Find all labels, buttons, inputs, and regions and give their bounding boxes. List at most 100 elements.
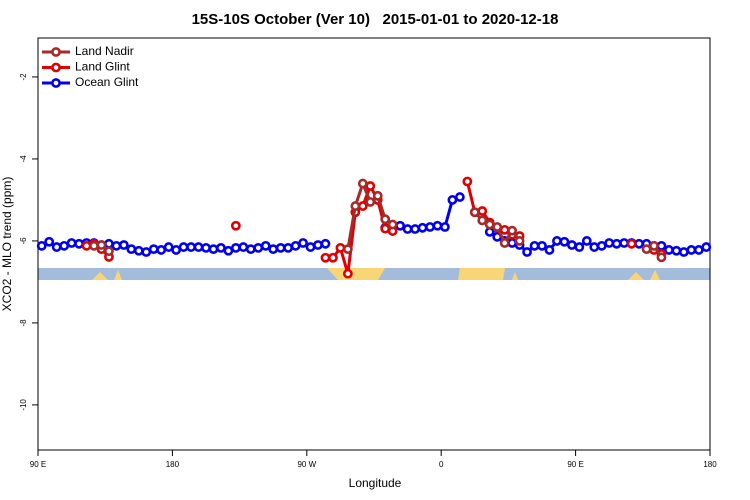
y-axis-label: XCO2 - MLO trend (ppm) — [0, 177, 14, 312]
point — [529, 240, 540, 251]
point — [477, 215, 488, 226]
point — [201, 242, 211, 253]
point — [469, 207, 480, 218]
point — [89, 240, 99, 251]
point — [499, 224, 510, 235]
point — [96, 240, 107, 250]
map-strip — [38, 268, 710, 280]
point — [156, 245, 167, 255]
point — [552, 236, 562, 246]
x-tick-label: 180 — [166, 460, 180, 469]
point — [664, 245, 674, 255]
y-tick-label: -8 — [19, 319, 28, 327]
point — [559, 236, 570, 247]
legend-label: Ocean Glint — [75, 75, 139, 89]
point — [148, 244, 159, 255]
point — [596, 240, 607, 251]
x-tick-label: 90 W — [297, 460, 316, 469]
point — [417, 222, 428, 233]
point — [66, 238, 77, 248]
point — [440, 222, 450, 232]
point — [208, 244, 219, 255]
point — [387, 219, 398, 230]
point — [193, 242, 204, 252]
point — [365, 197, 376, 207]
point — [447, 195, 458, 205]
point — [238, 242, 249, 252]
point — [178, 242, 189, 252]
y-tick-label: -2 — [19, 73, 28, 81]
point — [342, 268, 353, 279]
point — [395, 220, 406, 231]
point — [320, 238, 331, 249]
legend-label: Land Glint — [75, 60, 130, 74]
point — [290, 240, 301, 251]
point — [380, 223, 391, 234]
point — [604, 238, 615, 248]
point — [51, 242, 62, 252]
point — [507, 238, 518, 248]
point — [328, 252, 338, 263]
x-axis-label: Longitude — [349, 476, 402, 490]
point — [335, 242, 346, 253]
x-tick-label: 0 — [439, 460, 444, 469]
point — [59, 240, 70, 251]
point — [118, 240, 129, 250]
point — [671, 245, 682, 256]
point — [492, 222, 503, 232]
point — [245, 244, 256, 255]
point — [133, 245, 144, 256]
point — [357, 201, 368, 211]
point — [365, 181, 376, 191]
point — [380, 214, 391, 225]
point — [36, 240, 47, 251]
point — [81, 240, 92, 251]
point — [522, 247, 532, 257]
point — [44, 236, 55, 247]
point — [298, 238, 308, 248]
point — [305, 242, 316, 252]
point — [499, 238, 510, 248]
point — [544, 245, 555, 255]
point — [313, 240, 323, 250]
legend-label: Land Nadir — [75, 44, 134, 58]
point — [574, 242, 585, 252]
point — [581, 236, 592, 246]
x-tick-label: 180 — [703, 460, 717, 469]
point — [163, 242, 174, 252]
point — [74, 238, 84, 249]
x-tick-label: 90 E — [30, 460, 46, 469]
point — [537, 240, 547, 251]
point — [230, 220, 241, 231]
point — [320, 252, 331, 263]
point — [649, 240, 659, 251]
point — [275, 242, 286, 253]
point — [141, 247, 152, 257]
x-tick-label: 90 E — [567, 460, 583, 469]
point — [342, 244, 353, 255]
point — [701, 242, 712, 252]
point — [611, 238, 622, 249]
point — [432, 220, 443, 231]
point — [641, 244, 652, 255]
point — [186, 242, 196, 252]
point — [566, 240, 577, 250]
point — [268, 244, 279, 255]
point — [626, 238, 637, 249]
point — [350, 201, 361, 211]
point — [514, 236, 525, 246]
y-tick-label: -4 — [19, 155, 28, 163]
legend-marker — [51, 47, 61, 57]
point — [260, 240, 271, 251]
point — [484, 219, 495, 230]
point — [111, 240, 122, 251]
legend-marker — [51, 62, 61, 73]
point — [357, 178, 368, 189]
point — [216, 242, 226, 253]
point — [686, 245, 697, 255]
point — [171, 245, 182, 255]
point — [253, 242, 264, 253]
point — [454, 192, 465, 202]
point — [223, 245, 234, 256]
